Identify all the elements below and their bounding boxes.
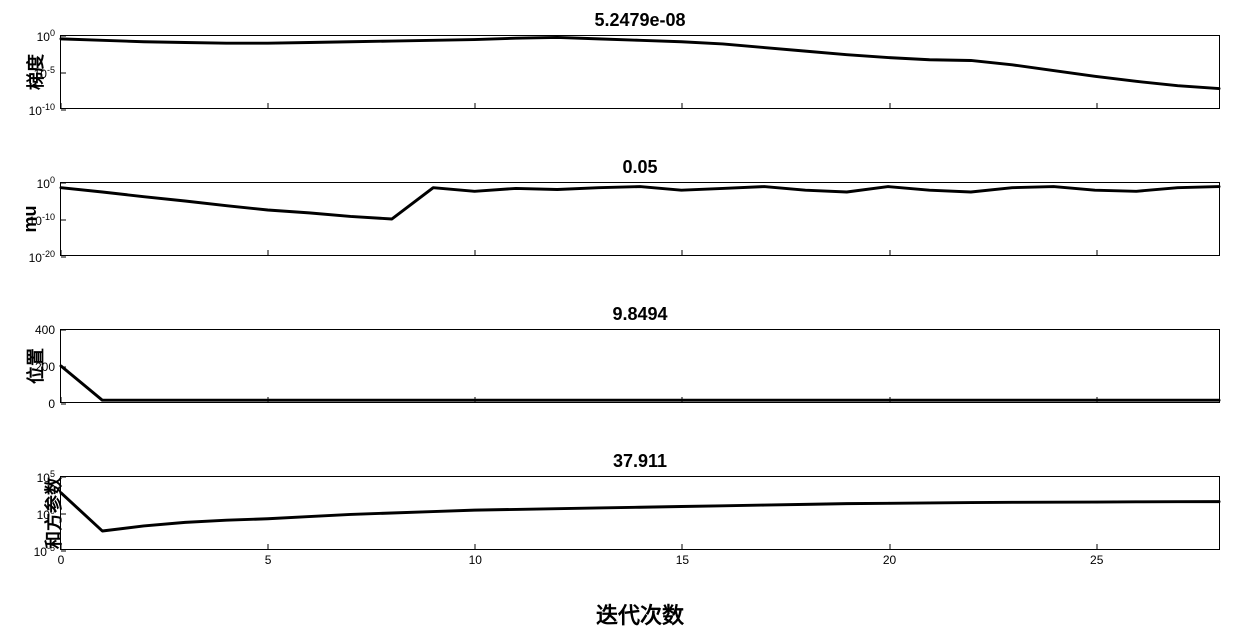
subplot-title-gradient: 5.2479e-08: [60, 10, 1220, 31]
xtick: 10: [469, 549, 482, 567]
subplot-title-position: 9.8494: [60, 304, 1220, 325]
subplot-title-sumsq: 37.911: [60, 451, 1220, 472]
plot-area-mu: mu10010-1010-20: [60, 182, 1220, 256]
plot-area-sumsq: 和方参数10510010-50510152025: [60, 476, 1220, 550]
ytick: 100: [37, 175, 61, 191]
figure: 5.2479e-08 梯度10010-510-10 0.05 mu10010-1010…: [60, 10, 1220, 590]
xtick: 5: [265, 549, 272, 567]
data-line-gradient: [61, 36, 1219, 108]
plot-area-position: 位置0200400: [60, 329, 1220, 403]
subplot-position: 9.8494 位置0200400: [60, 304, 1220, 403]
plot-area-gradient: 梯度10010-510-10: [60, 35, 1220, 109]
ytick: 400: [35, 323, 61, 337]
ytick: 10-10: [29, 212, 61, 228]
data-line-mu: [61, 183, 1219, 255]
ytick: 100: [37, 28, 61, 44]
data-line-position: [61, 330, 1219, 402]
ytick: 0: [48, 397, 61, 411]
xtick: 25: [1090, 549, 1103, 567]
ytick: 10-20: [29, 249, 61, 265]
ytick: 200: [35, 360, 61, 374]
subplot-sumsq: 37.911 和方参数10510010-50510152025: [60, 451, 1220, 550]
xtick: 15: [676, 549, 689, 567]
xtick: 0: [58, 549, 65, 567]
subplot-mu: 0.05 mu10010-1010-20: [60, 157, 1220, 256]
xtick: 20: [883, 549, 896, 567]
ytick: 105: [37, 469, 61, 485]
subplot-gradient: 5.2479e-08 梯度10010-510-10: [60, 10, 1220, 109]
ytick: 100: [37, 506, 61, 522]
subplot-title-mu: 0.05: [60, 157, 1220, 178]
ytick: 10-5: [34, 65, 61, 81]
ytick: 10-10: [29, 102, 61, 118]
data-line-sumsq: [61, 477, 1219, 549]
xlabel: 迭代次数: [60, 598, 1220, 630]
